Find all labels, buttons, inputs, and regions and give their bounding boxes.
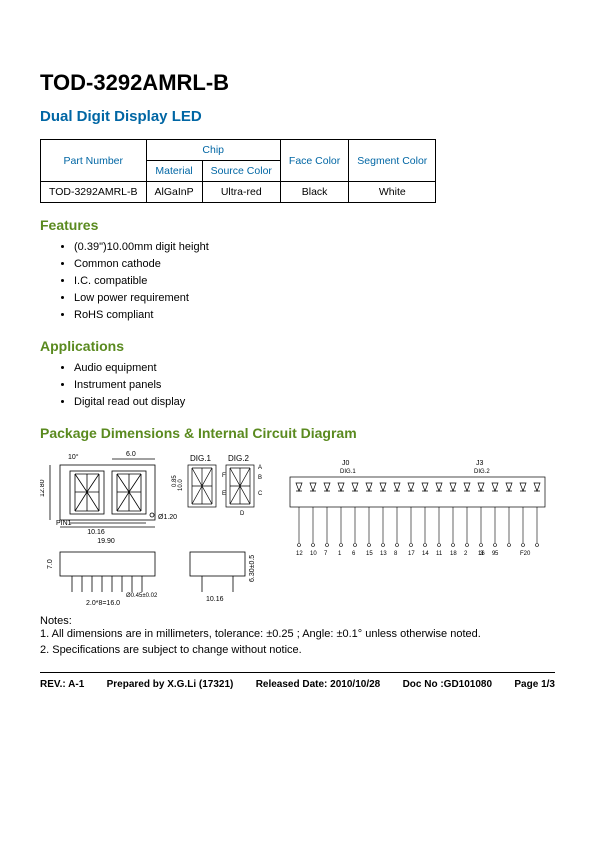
svg-text:12: 12: [296, 551, 303, 557]
svg-text:Ø1.20: Ø1.20: [158, 514, 177, 521]
list-item: I.C. compatible: [74, 273, 555, 290]
svg-text:10.0: 10.0: [178, 479, 184, 491]
list-item: (0.39")10.00mm digit height: [74, 239, 555, 256]
td-segment-color: White: [349, 182, 436, 203]
svg-text:A: A: [258, 465, 262, 471]
svg-text:Ø0.45±0.02: Ø0.45±0.02: [126, 593, 158, 599]
svg-text:7.0: 7.0: [47, 560, 54, 570]
mechanical-drawing-icon: 12.80 10.16 19.90 10° 6.0 Ø1.20 PIN1 DIG…: [40, 447, 270, 607]
th-chip: Chip: [146, 140, 280, 161]
svg-text:6.30±0.5: 6.30±0.5: [249, 555, 256, 582]
svg-text:0.85: 0.85: [172, 475, 178, 487]
td-source-color: Ultra-red: [202, 182, 280, 203]
svg-text:2.0*8=16.0: 2.0*8=16.0: [86, 600, 120, 607]
svg-text:J0: J0: [342, 460, 350, 467]
applications-heading: Applications: [40, 338, 555, 354]
list-item: Audio equipment: [74, 360, 555, 377]
page-footer: REV.: A-1 Prepared by X.G.Li (17321) Rel…: [40, 679, 555, 690]
svg-text:C: C: [258, 491, 263, 497]
svg-text:10.16: 10.16: [87, 529, 105, 536]
footer-rule: [40, 672, 555, 673]
svg-text:14: 14: [422, 551, 429, 557]
td-material: AlGaInP: [146, 182, 202, 203]
td-part-number: TOD-3292AMRL-B: [41, 182, 147, 203]
features-list: (0.39")10.00mm digit height Common catho…: [74, 239, 555, 324]
svg-text:DIG.1: DIG.1: [340, 469, 356, 475]
th-material: Material: [146, 161, 202, 182]
th-segment-color: Segment Color: [349, 140, 436, 182]
spec-table: Part Number Chip Face Color Segment Colo…: [40, 139, 436, 203]
svg-text:6.0: 6.0: [126, 451, 136, 458]
svg-text:5: 5: [495, 551, 499, 557]
list-item: Instrument panels: [74, 377, 555, 394]
th-source-color: Source Color: [202, 161, 280, 182]
page-title: TOD-3292AMRL-B: [40, 70, 555, 96]
svg-text:17: 17: [408, 551, 415, 557]
notes-heading: Notes:: [40, 615, 555, 627]
features-heading: Features: [40, 217, 555, 233]
svg-text:F: F: [222, 473, 226, 479]
svg-text:1: 1: [338, 551, 342, 557]
list-item: Digital read out display: [74, 394, 555, 411]
svg-text:12.80: 12.80: [40, 480, 46, 498]
svg-text:F20: F20: [520, 551, 531, 557]
svg-text:11: 11: [436, 551, 443, 557]
list-item: Common cathode: [74, 256, 555, 273]
th-face-color: Face Color: [280, 140, 348, 182]
svg-text:15: 15: [366, 551, 373, 557]
list-item: Low power requirement: [74, 290, 555, 307]
svg-text:19.90: 19.90: [97, 538, 115, 545]
page-subtitle: Dual Digit Display LED: [40, 108, 555, 125]
svg-text:PIN1: PIN1: [56, 520, 72, 527]
svg-text:B: B: [258, 475, 262, 481]
footer-page: Page 1/3: [514, 679, 555, 690]
footer-prepared: Prepared by X.G.Li (17321): [107, 679, 234, 690]
applications-list: Audio equipment Instrument panels Digita…: [74, 360, 555, 411]
svg-text:10°: 10°: [68, 453, 79, 461]
svg-text:J3: J3: [476, 460, 484, 467]
td-face-color: Black: [280, 182, 348, 203]
svg-text:DIG.2: DIG.2: [474, 469, 490, 475]
svg-text:8: 8: [394, 551, 398, 557]
svg-text:2: 2: [464, 551, 468, 557]
footer-rev: REV.: A-1: [40, 679, 84, 690]
svg-text:10.16: 10.16: [206, 596, 224, 603]
svg-text:10: 10: [310, 551, 317, 557]
diagram-container: 12.80 10.16 19.90 10° 6.0 Ø1.20 PIN1 DIG…: [40, 447, 555, 607]
footer-released: Released Date: 2010/10/28: [256, 679, 381, 690]
circuit-diagram-icon: J0 J3 DIG.1 DIG.2 1210716151381714111821…: [280, 447, 555, 567]
svg-text:18: 18: [450, 551, 457, 557]
note-1: 1. All dimensions are in millimeters, to…: [40, 627, 555, 642]
svg-text:DIG.1: DIG.1: [190, 454, 211, 463]
svg-text:13: 13: [380, 551, 387, 557]
package-heading: Package Dimensions & Internal Circuit Di…: [40, 425, 555, 441]
svg-text:7: 7: [324, 551, 328, 557]
list-item: RoHS compliant: [74, 307, 555, 324]
svg-text:D: D: [240, 511, 245, 517]
footer-docno: Doc No :GD101080: [403, 679, 492, 690]
svg-text:6: 6: [352, 551, 356, 557]
svg-text:E: E: [222, 491, 226, 497]
svg-text:DIG.2: DIG.2: [228, 454, 249, 463]
note-2: 2. Specifications are subject to change …: [40, 643, 555, 658]
th-part-number: Part Number: [41, 140, 147, 182]
